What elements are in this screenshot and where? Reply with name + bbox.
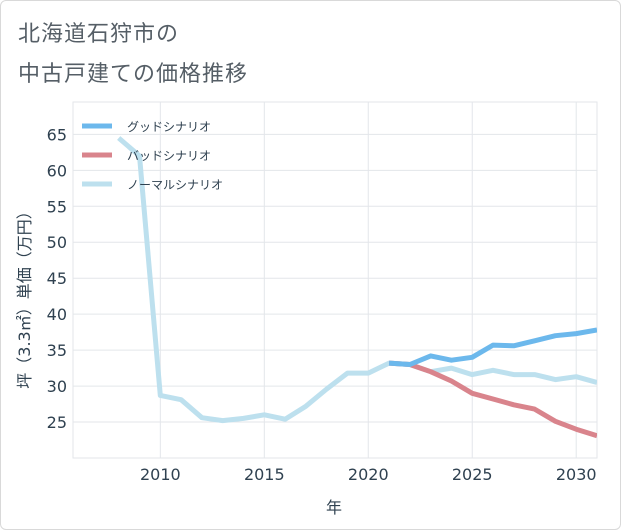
x-axis-title: 年 — [326, 498, 342, 517]
y-tick-label: 60 — [47, 161, 67, 180]
x-tick-label: 2025 — [452, 465, 493, 484]
y-tick-label: 25 — [47, 413, 67, 432]
y-tick-label: 65 — [47, 125, 67, 144]
y-tick-label: 30 — [47, 377, 67, 396]
x-tick-label: 2020 — [348, 465, 389, 484]
legend-label-2: ノーマルシナリオ — [127, 178, 223, 192]
y-tick-label: 35 — [47, 341, 67, 360]
series-lines — [117, 136, 597, 439]
y-tick-label: 50 — [47, 233, 67, 252]
y-axis-title: 坪（3.3㎡）単価（万円） — [15, 203, 34, 388]
y-tick-label: 45 — [47, 269, 67, 288]
legend-label-1: バッドシナリオ — [127, 149, 211, 163]
axes: 25 30 35 40 45 50 55 60 65 2010 2015 2020 2025 2030 — [47, 125, 597, 484]
y-tick-label: 55 — [47, 197, 67, 216]
x-tick-label: 2010 — [140, 465, 181, 484]
legend-label-0: グッドシナリオ — [127, 120, 211, 134]
x-tick-label: 2015 — [244, 465, 285, 484]
y-tick-label: 40 — [47, 305, 67, 324]
chart-title-line-1: 北海道石狩市の — [18, 22, 180, 47]
series-line-1 — [388, 360, 597, 439]
series-line-2 — [117, 136, 597, 424]
series-line-0 — [388, 327, 597, 367]
x-tick-label: 2030 — [556, 465, 597, 484]
grid — [72, 101, 598, 459]
chart-title-line-2: 中古戸建ての価格推移 — [18, 62, 249, 87]
